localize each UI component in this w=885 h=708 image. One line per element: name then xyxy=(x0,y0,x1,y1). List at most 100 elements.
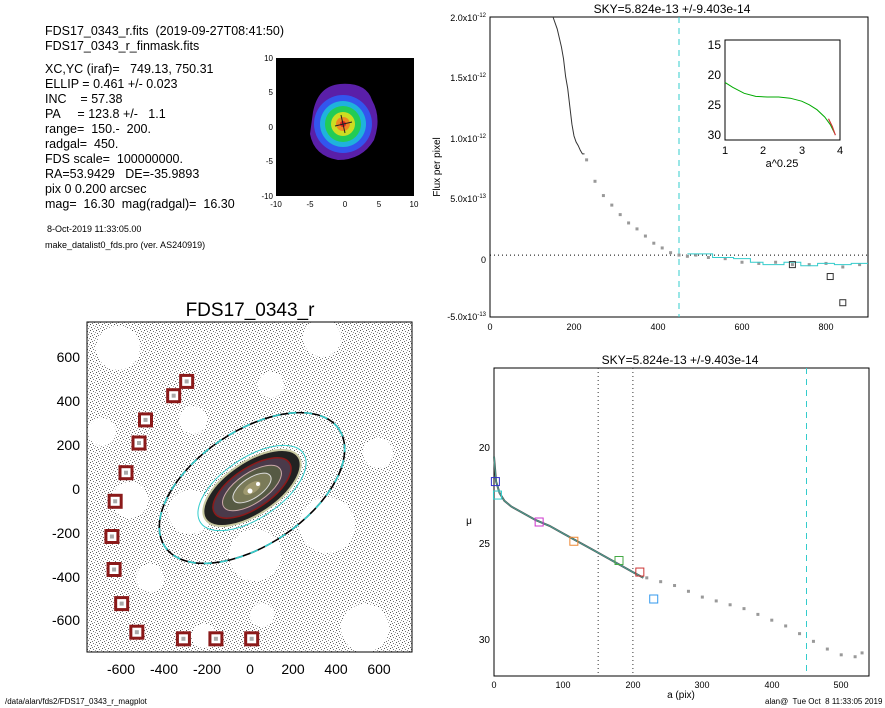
mu-ytick-1: 25 xyxy=(479,539,491,550)
mu-ylabel: μ xyxy=(466,516,472,527)
isophote-cyan-1 xyxy=(197,444,307,532)
img-xtick-1: -400 xyxy=(150,661,178,677)
flux-profile-line xyxy=(552,16,585,155)
masked-star-core xyxy=(213,636,218,641)
flux-ytick-2: 5.0x10-13 xyxy=(450,194,486,204)
thumb-xtick-3: 5 xyxy=(377,200,382,209)
outer-ellipse-cyan xyxy=(158,411,346,565)
thumbnail-xticks: -10 -5 0 5 10 xyxy=(270,200,419,209)
header-line-2: XC,YC (iraf)= 749.13, 750.31 xyxy=(45,62,214,76)
masked-star-core xyxy=(119,601,124,606)
flux-point xyxy=(593,179,597,183)
img-ytick-3: 0 xyxy=(72,481,80,497)
header-date: 8-Oct-2019 11:33:05.00 xyxy=(47,224,142,234)
header-line-8: FDS scale= 100000000. xyxy=(45,152,183,166)
flux-point xyxy=(694,253,698,257)
flux-point xyxy=(585,158,589,162)
mu-xtick-1: 100 xyxy=(555,680,570,690)
mu-xtick-3: 300 xyxy=(694,680,709,690)
flux-xticks: 0 200 400 600 800 xyxy=(487,322,833,332)
header-line-5: PA = 123.8 +/- 1.1 xyxy=(45,107,166,121)
thumb-xtick-4: 10 xyxy=(410,200,419,209)
flux-xtick-0: 0 xyxy=(487,322,492,332)
masked-star-core xyxy=(124,470,128,475)
mask-13 xyxy=(112,482,148,518)
inset-frame xyxy=(724,39,841,141)
masked-star-core xyxy=(113,499,118,504)
img-ytick-5: 400 xyxy=(57,393,81,409)
img-ytick-1: -400 xyxy=(52,569,80,585)
inset-ytick-2: 25 xyxy=(708,98,722,112)
flux-point xyxy=(627,221,631,225)
masked-star-core xyxy=(249,636,254,641)
mu-point xyxy=(770,618,774,622)
flux-point xyxy=(841,265,845,269)
inset-tail-line xyxy=(827,118,836,136)
mask-8 xyxy=(229,529,281,581)
mask-10 xyxy=(341,604,389,652)
crosshair-v xyxy=(340,114,346,134)
mu-point xyxy=(673,584,677,588)
masked-star-core xyxy=(171,393,176,398)
flux-outlier xyxy=(839,299,847,307)
inset-yticks: 15 20 25 30 xyxy=(708,38,722,142)
mu-point xyxy=(728,603,732,607)
inset-ytick-0: 15 xyxy=(708,38,722,52)
flux-point xyxy=(723,257,727,261)
img-xtick-2: -200 xyxy=(193,661,221,677)
flux-ytick-3: 1.0x10-12 xyxy=(450,134,486,144)
mask-11 xyxy=(250,603,274,627)
image-yticks: -600 -400 -200 0 200 400 600 xyxy=(52,349,80,628)
inset-xtick-1: 2 xyxy=(760,145,766,157)
mu-point xyxy=(853,655,857,659)
center-marker-2 xyxy=(256,482,260,486)
masked-star-core xyxy=(137,441,141,445)
inset-xticks: 1 2 3 4 xyxy=(722,145,843,157)
mu-point xyxy=(811,639,815,643)
inset-xtick-3: 4 xyxy=(837,145,843,157)
flux-ytick-4: 1.5x10-12 xyxy=(450,73,486,83)
mu-marker xyxy=(649,594,659,604)
flux-point xyxy=(601,194,605,198)
inset-series-line xyxy=(724,81,835,133)
flux-point xyxy=(807,263,811,267)
header-program: make_datalist0_fds.pro (ver. AS240919) xyxy=(45,240,206,250)
header-line-1: FDS17_0343_r_finmask.fits xyxy=(45,39,200,53)
header-line-6: range= 150.- 200. xyxy=(45,122,151,136)
flux-point xyxy=(643,234,647,238)
inset-ytick-1: 20 xyxy=(708,68,722,82)
thumbnail-yticks: -10 -5 0 5 10 xyxy=(261,54,273,201)
header-line-0: FDS17_0343_r.fits (2019-09-27T08:41:50) xyxy=(45,24,285,38)
mu-marker xyxy=(534,517,544,527)
flux-point xyxy=(652,241,656,245)
mu-marker xyxy=(490,477,500,487)
flux-point xyxy=(669,251,673,255)
mask-6 xyxy=(363,438,393,468)
thumb-ytick-1: -5 xyxy=(266,157,274,166)
img-xtick-6: 600 xyxy=(367,661,391,677)
mu-point xyxy=(784,624,788,628)
mu-xtick-0: 0 xyxy=(491,680,496,690)
masked-stars xyxy=(104,373,260,647)
mu-point xyxy=(686,589,690,593)
flux-xtick-1: 200 xyxy=(566,322,581,332)
flux-xtick-4: 800 xyxy=(818,322,833,332)
flux-point xyxy=(635,227,639,231)
header-line-3: ELLIP = 0.461 +/- 0.023 xyxy=(45,77,178,91)
mu-profile-line xyxy=(493,456,644,579)
flux-ylabel: Flux per pixel xyxy=(432,137,443,196)
mu-point xyxy=(659,580,663,584)
image-xticks: -600 -400 -200 0 200 400 600 xyxy=(107,661,391,677)
mask-3 xyxy=(179,406,207,434)
img-ytick-4: 200 xyxy=(57,437,81,453)
header-line-7: radgal= 450. xyxy=(45,137,119,151)
footer-stamp: alan@ Tue Oct 8 11:33:05 2019 xyxy=(765,697,883,706)
thumb-ytick-2: 0 xyxy=(269,123,274,132)
inset-ytick-3: 30 xyxy=(708,128,722,142)
image-field xyxy=(87,322,412,652)
galaxy-isophotes xyxy=(158,411,346,565)
flux-ytick-5: 2.0x10-12 xyxy=(450,13,486,23)
thumb-xtick-0: -10 xyxy=(270,200,282,209)
